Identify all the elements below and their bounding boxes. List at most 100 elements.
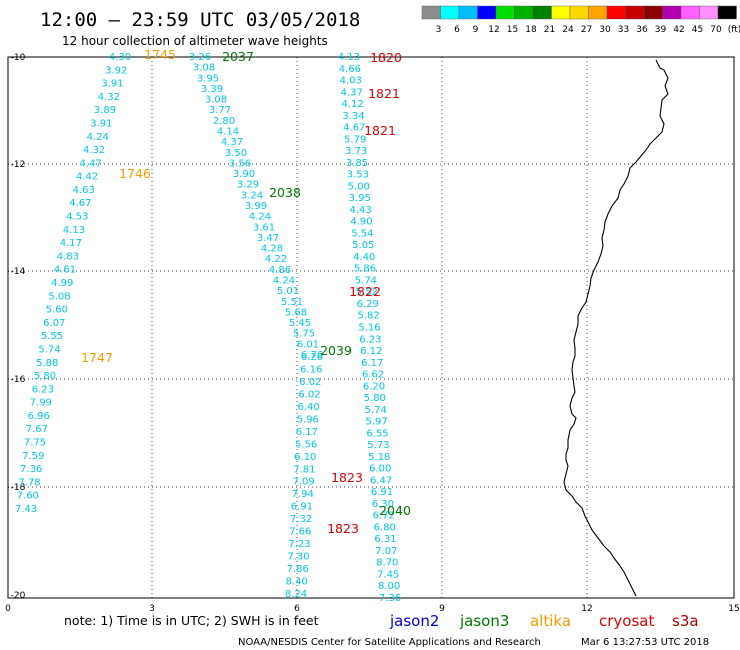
swh-value: 4.32 xyxy=(98,92,120,103)
pass-label-altika: 1745 xyxy=(144,47,176,62)
legend-swatch xyxy=(532,5,552,20)
pass-label-altika: 1746 xyxy=(119,166,151,181)
swh-value: 6.10 xyxy=(294,452,316,463)
swh-value: 6.07 xyxy=(43,318,65,329)
swh-value: 5.82 xyxy=(357,311,379,322)
swh-value: 3.50 xyxy=(225,148,247,159)
swh-value: 4.53 xyxy=(66,212,88,223)
swh-value: 7.23 xyxy=(288,539,310,550)
swh-value: 7.59 xyxy=(22,451,44,462)
swh-value: 4.24 xyxy=(87,132,109,143)
credit-line: NOAA/NESDIS Center for Satellite Applica… xyxy=(238,637,541,648)
pass-label-cryosat: 1822 xyxy=(349,284,381,299)
legend-swatch xyxy=(551,5,571,20)
x-tick-label: 12 xyxy=(581,604,592,614)
swh-value: 2.80 xyxy=(213,116,235,127)
swh-value: 4.32 xyxy=(83,145,105,156)
swh-value: 5.45 xyxy=(289,318,311,329)
swh-value: 6.23 xyxy=(32,384,54,395)
swh-value: 7.94 xyxy=(292,489,314,500)
swh-value: 4.03 xyxy=(340,76,362,87)
y-tick-label: -10 xyxy=(11,53,26,63)
swh-value: 5.08 xyxy=(48,291,70,302)
swh-value: 5.00 xyxy=(348,181,370,192)
swh-value: 4.22 xyxy=(265,254,287,265)
swh-value: 3.29 xyxy=(237,180,259,191)
swh-value: 3.89 xyxy=(94,105,116,116)
swh-value: 5.75 xyxy=(293,329,315,340)
swh-value: 7.86 xyxy=(287,564,309,575)
swh-value: 4.61 xyxy=(54,265,76,276)
pass-label-jason3: 2040 xyxy=(379,503,411,518)
swh-value: 3.99 xyxy=(245,201,267,212)
swh-value: 4.14 xyxy=(217,127,239,138)
swh-value: 6.01 xyxy=(297,339,319,350)
swh-value: 5.18 xyxy=(368,452,390,463)
swh-value: 7.75 xyxy=(24,438,46,449)
swh-value: 3.47 xyxy=(257,233,279,244)
swh-value: 7.66 xyxy=(289,527,311,538)
swh-value: 7.78 xyxy=(18,477,40,488)
swh-value: 6.12 xyxy=(360,346,382,357)
swh-value: 5.79 xyxy=(344,134,366,145)
swh-value: 3.73 xyxy=(345,146,367,157)
swh-value: 6.76 xyxy=(301,350,323,361)
altimeter-tracks: 4.30 3.92 3.91 4.32 3.89 3.91 4.24 4.32 4.47 4.42… xyxy=(15,52,401,604)
map-title: 12:00 – 23:59 UTC 03/05/2018 xyxy=(40,9,360,31)
swh-value: 6.47 xyxy=(370,475,392,486)
legend-label: 21 xyxy=(544,25,555,35)
swh-value: 6.00 xyxy=(369,464,391,475)
swh-value: 6.30 xyxy=(372,499,394,510)
swh-value: 4.37 xyxy=(221,137,243,148)
legend-swatch xyxy=(606,5,626,20)
swh-value: 5.86 xyxy=(354,264,376,275)
swh-value: 5.01 xyxy=(277,286,299,297)
swh-value: 6.62 xyxy=(362,370,384,381)
swh-value: 5.74 xyxy=(38,345,60,356)
legend-label: 9 xyxy=(473,25,479,35)
swh-value: 3.92 xyxy=(105,65,127,76)
legend-swatch xyxy=(440,5,460,20)
legend-swatch xyxy=(662,5,682,20)
map-subtitle: 12 hour collection of altimeter wave hei… xyxy=(62,34,328,48)
legend-label: 6 xyxy=(454,25,460,35)
swh-value: 3.91 xyxy=(101,79,123,90)
swh-value: 7.99 xyxy=(30,398,52,409)
swh-value: 6.72 xyxy=(373,511,395,522)
swh-value: 6.23 xyxy=(359,334,381,345)
sat-legend-jason3: jason3 xyxy=(459,612,509,630)
pass-labels: 1745 1746 1747 2037 2038 2039 2040 1820 1821 1821… xyxy=(81,47,411,536)
swh-value: 4.24 xyxy=(273,276,295,287)
swh-value: 5.16 xyxy=(358,323,380,334)
swh-value: 6.96 xyxy=(28,411,50,422)
pass-label-cryosat: 1823 xyxy=(331,470,363,485)
swh-value: 5.56 xyxy=(295,439,317,450)
swh-value: 6.17 xyxy=(296,427,318,438)
axis-tick-labels: 0 3 6 9 12 15 -10 -12 -14 -16 -18 -20 xyxy=(5,53,740,614)
swh-value: 7.45 xyxy=(377,570,399,581)
swh-value: 4.83 xyxy=(57,251,79,262)
swh-value: 5.54 xyxy=(351,228,373,239)
swh-value: 6.80 xyxy=(374,522,396,533)
swh-value: 7.30 xyxy=(287,552,309,563)
swh-value: 4.43 xyxy=(349,205,371,216)
swh-value: 3.08 xyxy=(193,63,215,74)
swh-value: 4.30 xyxy=(109,52,131,63)
legend-swatch xyxy=(625,5,645,20)
legend-label: 12 xyxy=(488,25,499,35)
swh-value: 7.07 xyxy=(375,546,397,557)
x-tick-label: 0 xyxy=(5,604,11,614)
footnote: note: 1) Time is in UTC; 2) SWH is in fe… xyxy=(64,613,319,628)
y-tick-label: -14 xyxy=(11,267,26,277)
legend-swatch xyxy=(495,5,515,20)
legend-label: 24 xyxy=(562,25,574,35)
sat-legend-s3a: s3a xyxy=(672,612,699,630)
swh-value: 6.91 xyxy=(291,502,313,513)
swh-value: 5.74 xyxy=(365,405,387,416)
swh-value: 4.28 xyxy=(261,244,283,255)
swh-value: 3.90 xyxy=(233,169,255,180)
swh-value: 3.26 xyxy=(189,52,211,63)
legend-label: 15 xyxy=(507,25,518,35)
swh-value: 6.02 xyxy=(298,389,320,400)
swh-value: 4.99 xyxy=(51,278,73,289)
